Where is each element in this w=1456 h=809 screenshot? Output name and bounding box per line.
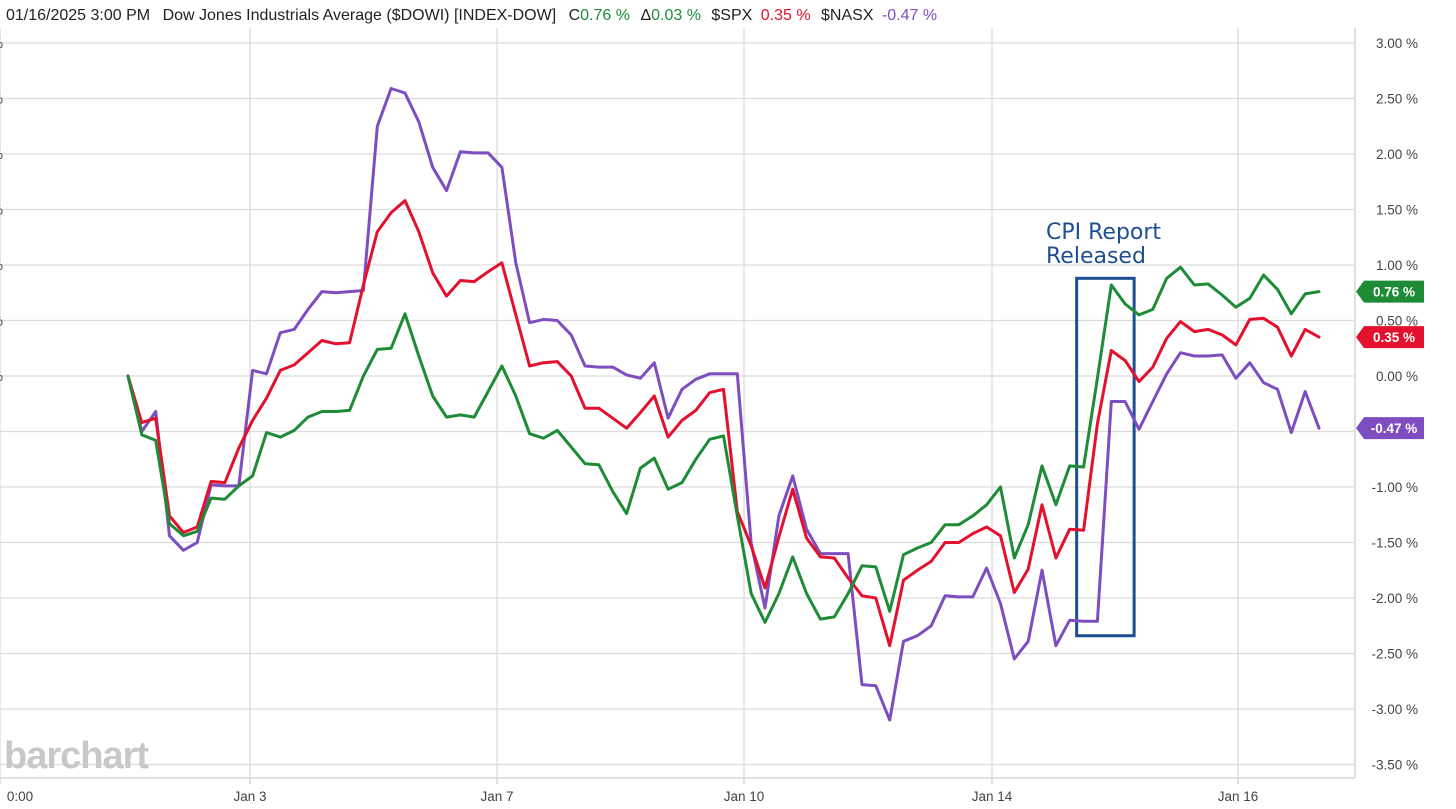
cpi-annotation-line1: CPI Report — [1046, 220, 1161, 245]
header-spx-value: 0.35 % — [761, 7, 811, 24]
y-tick-label: 2.00 % — [1376, 147, 1418, 162]
value-badge-spx: 0.35 % — [1356, 326, 1424, 349]
x-tick-label: Jan 16 — [1218, 789, 1259, 804]
y-tick-label-left: 3.00 % — [0, 36, 3, 51]
y-tick-label-left: 1.50 % — [0, 203, 3, 218]
value-badge-bg — [1356, 326, 1424, 349]
header-instrument: Dow Jones Industrials Average ($DOWI) [I… — [163, 7, 557, 24]
y-tick-label: -3.50 % — [1371, 758, 1418, 773]
value-badge-dowi: 0.76 % — [1356, 280, 1424, 303]
x-axis-tick-labels: 0:00 Jan 3 Jan 7 Jan 10 Jan 14 Jan 16 — [7, 789, 1258, 804]
series-line-spx — [126, 199, 1321, 648]
y-tick-label: -1.00 % — [1371, 480, 1418, 495]
header-datetime: 01/16/2025 3:00 PM — [6, 7, 150, 24]
y-tick-label: 2.50 % — [1376, 92, 1418, 107]
last-value-badges: 0.76 % 0.35 % -0.47 % — [1356, 280, 1424, 440]
barchart-watermark: barchart — [4, 735, 149, 777]
y-tick-label-left: 0.50 % — [0, 314, 3, 329]
series-line-nasx — [126, 87, 1321, 722]
y-tick-label-left: 2.50 % — [0, 92, 3, 107]
x-tick-label: Jan 3 — [233, 789, 266, 804]
y-axis-tick-labels: 3.00 % 2.50 % 2.00 % 1.50 % 1.00 % 0.50 % 0.00… — [1371, 36, 1418, 773]
value-badge-label: 0.35 % — [1373, 330, 1415, 345]
y-tick-label: -1.50 % — [1371, 536, 1418, 551]
header-c-prefix: C — [569, 7, 581, 24]
y-tick-label: 1.50 % — [1376, 203, 1418, 218]
value-badge-bg — [1356, 280, 1424, 303]
x-tick-label: Jan 14 — [972, 789, 1013, 804]
header-delta-prefix: Δ — [640, 7, 651, 24]
x-tick-label: Jan 10 — [724, 789, 765, 804]
header-c-value: 0.76 % — [580, 7, 630, 24]
header-spx-label: $SPX — [711, 7, 752, 24]
y-tick-label: 1.00 % — [1376, 258, 1418, 273]
series-line-dowi — [126, 265, 1321, 624]
y-tick-label: -2.00 % — [1371, 591, 1418, 606]
y-tick-label: 0.00 % — [1376, 369, 1418, 384]
header-delta-value: 0.03 % — [651, 7, 701, 24]
y-tick-label-left: 1.00 % — [0, 258, 3, 273]
cpi-annotation-line2: Released — [1046, 244, 1146, 269]
header-nasx-value: -0.47 % — [882, 7, 937, 24]
x-tick-label: Jan 7 — [480, 789, 513, 804]
header-nasx-label: $NASX — [821, 7, 874, 24]
y-tick-label: -2.50 % — [1371, 647, 1418, 662]
value-badge-bg — [1356, 417, 1424, 440]
value-badge-label: -0.47 % — [1371, 421, 1418, 436]
cpi-annotation-box — [1075, 276, 1136, 638]
value-badge-nasx: -0.47 % — [1356, 417, 1424, 440]
y-tick-label: 0.50 % — [1376, 314, 1418, 329]
y-tick-label-left: 0.00 % — [0, 369, 3, 384]
value-badge-label: 0.76 % — [1373, 285, 1415, 300]
y-axis-partial-tick-labels: 0.00 % 0.50 % 1.00 % 1.50 % 2.00 % 2.50 % 3.00… — [0, 36, 3, 384]
series-lines — [126, 87, 1321, 722]
y-tick-label: -3.00 % — [1371, 702, 1418, 717]
y-tick-label: 3.00 % — [1376, 36, 1418, 51]
y-tick-label-left: 2.00 % — [0, 147, 3, 162]
x-tick-label: 0:00 — [7, 789, 33, 804]
chart-header: 01/16/2025 3:00 PM Dow Jones Industrials… — [6, 7, 937, 24]
